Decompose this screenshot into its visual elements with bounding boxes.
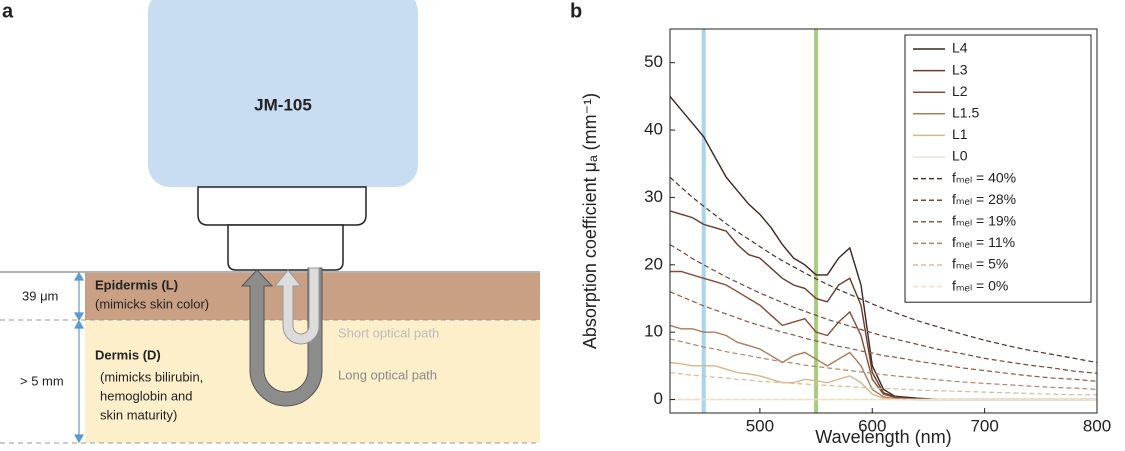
y-tick-label: 20	[644, 254, 663, 273]
probe-tip	[227, 224, 344, 271]
model-curve	[669, 291, 1098, 382]
x-tick-label: 800	[1083, 416, 1111, 435]
x-tick-label: 600	[858, 416, 886, 435]
probe-upper	[197, 186, 367, 226]
legend-label: fₘₑₗ = 28%	[952, 191, 1016, 207]
plot-frame	[669, 28, 1098, 414]
device-label: JM-105	[254, 95, 312, 114]
model-curve	[669, 244, 1098, 374]
layer-note: (mimicks bilirubin,	[100, 369, 203, 384]
layer-note: (mimicks skin color)	[95, 296, 209, 311]
layer-title: Dermis (D)	[95, 347, 161, 362]
layer-note: hemoglobin and	[100, 388, 193, 403]
legend-label: L4	[952, 40, 968, 56]
panel-label: a	[2, 0, 14, 22]
legend-label: L1	[952, 126, 968, 142]
legend-label: L0	[952, 148, 968, 164]
layer-note: skin maturity)	[100, 407, 177, 422]
legend-label: fₘₑₗ = 11%	[952, 234, 1015, 250]
y-tick-label: 30	[644, 187, 663, 206]
y-tick-label: 10	[644, 322, 663, 341]
panel-a: a JM-105 39 μm > 5 mm Epidermis (L) (mim…	[0, 0, 540, 444]
long-path-arrow	[240, 267, 323, 407]
legend-label: fₘₑₗ = 19%	[952, 213, 1016, 229]
y-tick-label: 0	[654, 389, 663, 408]
dimension-label: 39 μm	[22, 288, 58, 303]
dimension-arrows	[73, 271, 85, 444]
legend-label: L2	[952, 83, 968, 99]
x-axis-label: Wavelength (nm)	[815, 427, 951, 447]
short-path-arrow	[273, 267, 320, 345]
legend-label: fₘₑₗ = 40%	[952, 169, 1016, 185]
y-axis-label: Absorption coefficient μₐ (mm⁻¹)	[580, 93, 600, 349]
y-tick-label: 40	[644, 120, 663, 139]
layer-title: Epidermis (L)	[95, 277, 178, 292]
y-tick-label: 50	[644, 52, 663, 71]
legend-label: fₘₑₗ = 0%	[952, 277, 1008, 293]
model-curve	[669, 338, 1098, 390]
legend-label: L1.5	[952, 105, 979, 121]
panel-label: b	[570, 0, 582, 22]
path-label: Short optical path	[338, 325, 439, 340]
model-curve	[669, 372, 1097, 396]
legend-box	[904, 34, 1092, 303]
device-body	[148, 0, 418, 187]
dimension-label: > 5 mm	[20, 373, 64, 388]
path-label: Long optical path	[338, 367, 437, 382]
legend-label: L3	[952, 61, 968, 77]
x-tick-label: 500	[746, 416, 774, 435]
legend-label: fₘₑₗ = 5%	[952, 256, 1008, 272]
model-curve	[669, 176, 1098, 364]
x-tick-label: 700	[970, 416, 998, 435]
